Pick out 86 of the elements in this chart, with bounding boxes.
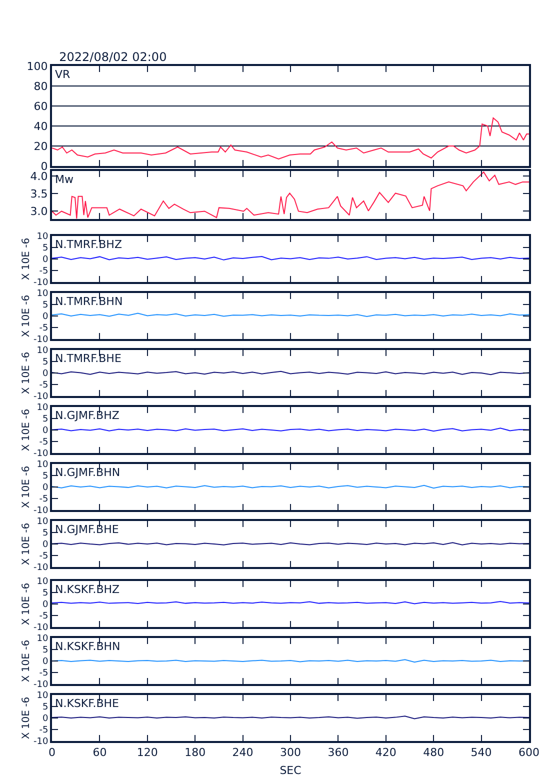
annotation: N.KSKF.BHN (55, 640, 120, 653)
y-tick-label: 10 (36, 289, 48, 300)
annotation: N.KSKF.BHZ (55, 583, 120, 596)
chart-title: 2022/08/02 02:00 (59, 50, 167, 64)
y-tick-label: 10 (36, 577, 48, 588)
y-axis-title: X 10E -6 (20, 466, 32, 508)
y-tick-label: -5 (39, 494, 48, 505)
y-tick-label: 5 (42, 414, 48, 425)
y-tick-label: 10 (36, 634, 48, 644)
x-axis-title: SEC (280, 764, 302, 777)
annotation: N.GJMF.BHZ (55, 409, 120, 422)
y-axis-title: X 10E -6 (20, 696, 32, 740)
annotation: Mw (55, 173, 74, 186)
annotation: N.KSKF.BHE (55, 697, 120, 710)
y-tick-label: 10 (36, 460, 48, 470)
y-tick-label: 5 (42, 528, 48, 539)
y-axis-title: X 10E -6 (20, 640, 32, 682)
x-tick-label: 420 (375, 746, 396, 760)
y-tick-label: 0 (42, 483, 48, 494)
y-tick-label: 0 (42, 540, 48, 550)
y-tick-label: 3.0 (30, 205, 48, 218)
y-axis-title: X 10E -6 (20, 238, 32, 280)
annotation: N.GJMF.BHE (55, 523, 119, 536)
annotation: N.TMRF.BHZ (55, 238, 122, 251)
y-tick-label: -10 (33, 278, 48, 288)
y-tick-label: -5 (39, 726, 48, 736)
x-tick-label: 240 (232, 746, 254, 760)
x-tick-label: 60 (92, 746, 107, 760)
y-axis-title: X 10E -6 (20, 352, 32, 394)
y-tick-label: -5 (39, 612, 48, 622)
x-tick-label: 300 (280, 746, 301, 760)
y-axis-title: X 10E -6 (20, 408, 32, 452)
annotation: N.TMRF.BHN (55, 295, 123, 308)
y-tick-label: 80 (34, 80, 48, 93)
y-tick-label: -5 (39, 380, 48, 391)
y-tick-label: 0 (42, 714, 48, 724)
y-tick-label: 10 (36, 232, 48, 242)
y-tick-label: 0 (42, 255, 48, 266)
y-tick-label: 0 (42, 369, 48, 380)
x-tick-label: 600 (518, 746, 540, 760)
y-axis-title: X 10E -6 (20, 294, 32, 338)
y-axis-title: X 10E -6 (20, 582, 32, 626)
y-tick-label: 0 (42, 426, 48, 436)
y-tick-label: -5 (39, 324, 48, 334)
y-tick-label: 0 (42, 312, 48, 322)
y-tick-label: -5 (39, 668, 48, 679)
y-tick-label: 10 (36, 403, 48, 414)
y-tick-label: 0 (42, 600, 48, 610)
y-tick-label: -10 (33, 680, 48, 690)
annotation: N.GJMF.BHN (55, 466, 120, 479)
annotation: VR (55, 68, 71, 81)
annotation: N.TMRF.BHE (55, 352, 122, 365)
y-tick-label: 60 (34, 100, 48, 113)
y-tick-label: 5 (42, 472, 48, 482)
y-tick-label: 10 (36, 691, 48, 702)
y-tick-label: 100 (26, 60, 48, 73)
y-tick-label: 0 (42, 657, 48, 668)
y-tick-label: 3.5 (30, 187, 48, 200)
y-tick-label: -10 (33, 335, 48, 346)
x-tick-label: 480 (423, 746, 444, 760)
y-tick-label: 40 (34, 120, 48, 133)
y-axis-title: X 10E -6 (20, 522, 32, 566)
y-tick-label: 10 (36, 517, 48, 528)
y-tick-label: 10 (36, 346, 48, 356)
x-tick-label: 360 (328, 746, 349, 760)
y-tick-label: -10 (33, 392, 48, 402)
y-tick-label: -5 (39, 266, 48, 277)
y-tick-label: 5 (42, 300, 48, 311)
y-tick-label: -10 (33, 737, 48, 748)
y-tick-label: -5 (39, 438, 48, 448)
y-tick-label: -10 (33, 506, 48, 516)
y-tick-label: -10 (33, 623, 48, 634)
y-tick-label: -5 (39, 552, 48, 562)
y-tick-label: 5 (42, 358, 48, 368)
x-tick-label: 180 (184, 746, 206, 760)
x-tick-label: 120 (136, 746, 158, 760)
x-tick-label: 540 (470, 746, 492, 760)
line-series (52, 118, 529, 160)
y-tick-label: 5 (42, 646, 48, 656)
y-tick-label: 20 (34, 140, 48, 153)
line-series (52, 172, 529, 219)
y-tick-label: 5 (42, 588, 48, 599)
y-tick-label: 5 (42, 702, 48, 713)
y-tick-label: -10 (33, 563, 48, 574)
y-tick-label: 5 (42, 244, 48, 254)
y-tick-label: -10 (33, 449, 48, 460)
